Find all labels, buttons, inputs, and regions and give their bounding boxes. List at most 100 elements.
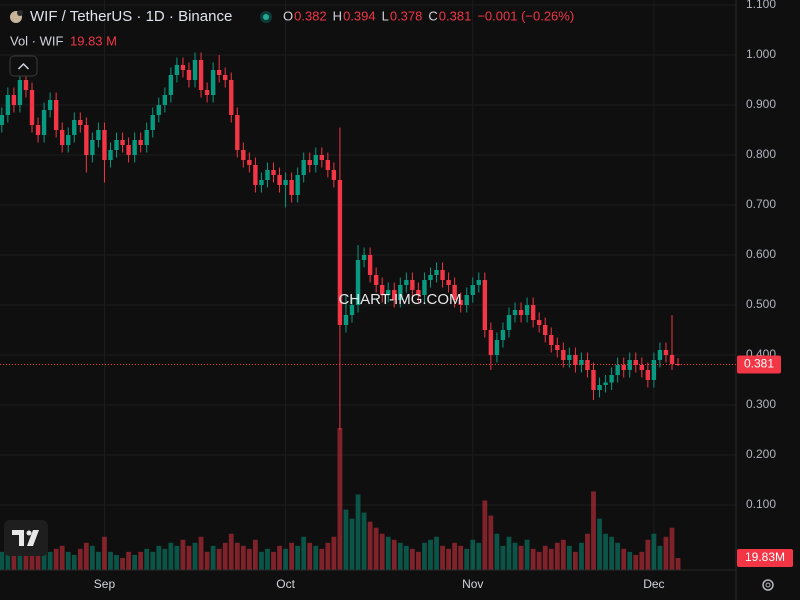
candle-body — [192, 60, 198, 80]
candle-body — [404, 280, 409, 285]
candle-body — [156, 105, 161, 115]
volume-bar — [307, 542, 313, 570]
candle-body — [651, 360, 657, 380]
candle-body — [96, 130, 101, 140]
x-tick-label: Oct — [276, 577, 295, 591]
volume-bar — [132, 554, 138, 570]
volume-bar — [77, 548, 83, 570]
candle-body — [343, 315, 349, 325]
candle-body — [373, 275, 379, 285]
volume-bar — [5, 545, 11, 570]
volume-bar — [259, 551, 264, 570]
candle-body — [512, 310, 518, 315]
candle-body — [277, 175, 282, 185]
ohlc-value: 0.381 — [439, 8, 472, 23]
y-tick-label: 1.100 — [746, 0, 776, 11]
volume-bar — [657, 545, 663, 570]
settings-icon[interactable] — [762, 579, 774, 591]
volume-bar — [295, 545, 301, 570]
candle-body — [591, 370, 596, 390]
candle-body — [434, 270, 439, 275]
volume-bar — [669, 527, 675, 570]
y-tick-label: 0.500 — [746, 297, 776, 311]
candle-body — [229, 80, 234, 115]
candle-layer — [0, 52, 681, 430]
volume-bar — [120, 557, 125, 570]
volume-bar — [452, 542, 458, 570]
volume-bar — [367, 521, 373, 570]
candle-body — [615, 365, 620, 375]
volume-bar — [11, 554, 17, 570]
y-tick-label: 1.000 — [746, 47, 776, 61]
volume-bar — [83, 542, 89, 570]
volume-bar — [265, 548, 270, 570]
candle-body — [657, 350, 663, 360]
candle-body — [458, 300, 463, 305]
volume-bar — [289, 542, 295, 570]
candle-body — [543, 325, 548, 335]
candle-body — [289, 180, 294, 195]
volume-bar — [633, 554, 639, 570]
collapse-icon — [17, 62, 30, 70]
candle-body — [204, 90, 210, 95]
volume-bar — [271, 551, 276, 570]
candle-body — [585, 360, 590, 370]
volume-bar — [675, 558, 681, 570]
candle-body — [114, 140, 119, 150]
settings-icon — [765, 582, 771, 588]
candle-body — [549, 335, 554, 345]
volume-bar — [59, 545, 65, 570]
candle-body — [422, 280, 427, 295]
volume-bar — [500, 545, 506, 570]
candle-body — [337, 180, 343, 325]
y-tick-label: 0.100 — [746, 497, 776, 511]
candle-body — [295, 175, 300, 195]
volume-bar — [403, 545, 409, 570]
candle-body — [301, 160, 306, 175]
candle-body — [488, 330, 494, 355]
candle-body — [241, 150, 246, 160]
candle-body — [361, 255, 367, 260]
candle-body — [669, 355, 675, 364]
candle-body — [90, 140, 95, 155]
volume-bar — [108, 551, 113, 570]
volume-bar — [579, 542, 584, 570]
volume-bar — [440, 545, 445, 570]
logo — [26, 530, 32, 536]
volume-bar — [391, 539, 397, 570]
volume-bar — [198, 536, 204, 570]
logo-badge — [4, 520, 48, 556]
volume-bar — [204, 551, 210, 570]
volume-bar — [373, 527, 379, 570]
candle-body — [235, 115, 240, 150]
volume-bar — [313, 545, 319, 570]
volume-bar — [422, 542, 427, 570]
candle-body — [530, 305, 536, 320]
ohlc-key: C — [428, 8, 437, 23]
volume-bar — [361, 512, 367, 570]
candle-body — [59, 130, 65, 145]
candle-body — [633, 360, 638, 365]
volume-value: 19.83 M — [70, 33, 117, 48]
candle-body — [440, 270, 445, 280]
volume-bar — [506, 536, 512, 570]
price-badge-label: 0.381 — [744, 357, 774, 371]
candle-body — [35, 125, 41, 135]
volume-bar — [536, 551, 542, 570]
ohlc-value: 0.382 — [294, 8, 327, 23]
volume-bar — [482, 500, 488, 570]
candle-body — [210, 70, 216, 95]
candle-body — [78, 120, 83, 125]
volume-bar — [488, 515, 494, 570]
x-tick-label: Sep — [94, 577, 116, 591]
candle-body — [555, 345, 560, 350]
volume-bar — [180, 539, 186, 570]
collapse-button[interactable] — [9, 55, 38, 77]
candle-body — [223, 75, 228, 80]
ohlc-legend: O 0.382 H 0.394 L 0.378 C 0.381 −0.001 (−0.26%) — [283, 8, 574, 23]
volume-bar — [663, 536, 669, 570]
candle-body — [198, 60, 204, 90]
volume-bar — [150, 551, 156, 570]
candle-body — [476, 280, 481, 285]
